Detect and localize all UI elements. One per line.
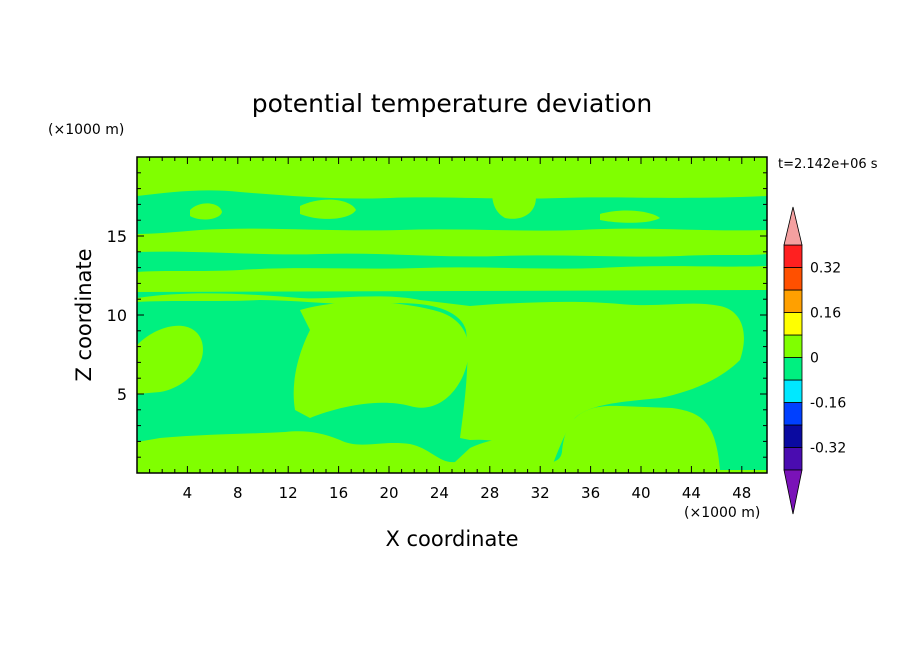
colorbar-segment	[783, 424, 803, 448]
colorbar-segment	[783, 447, 803, 471]
x-tick-label: 4	[183, 484, 193, 502]
colorbar-label: 0	[810, 351, 819, 367]
positive-pocket-4	[600, 210, 660, 223]
colorbar-label: 0.32	[810, 261, 841, 277]
positive-blob-center	[293, 301, 469, 418]
x-unit-label: (×1000 m)	[684, 505, 760, 521]
positive-regions	[137, 166, 767, 470]
colorbar-over-triangle	[783, 206, 803, 246]
x-tick-label: 20	[379, 484, 398, 502]
colorbar-label: -0.16	[810, 396, 846, 412]
positive-blob-left	[137, 325, 203, 394]
colorbar-segment	[783, 244, 803, 268]
time-label: t=2.142e+06 s	[778, 157, 878, 172]
colorbar-label: 0.16	[810, 306, 841, 322]
y-tick-label: 15	[107, 227, 127, 246]
positive-band-thin-1	[137, 234, 767, 242]
y-axis-ticks: 5 10 15	[107, 172, 767, 458]
y-tick-label: 10	[107, 306, 127, 325]
x-tick-label: 16	[329, 484, 348, 502]
negative-region-upper	[137, 190, 767, 234]
x-tick-label: 40	[631, 484, 650, 502]
colorbar-segment	[783, 312, 803, 336]
colorbar-segment	[783, 289, 803, 313]
x-tick-label: 48	[732, 484, 751, 502]
colorbar-segment	[783, 379, 803, 403]
x-tick-label: 36	[581, 484, 600, 502]
y-axis-label: Z coordinate	[72, 248, 96, 381]
x-axis-ticks: 4 8 12 16 20 24 28 32 36 40 44 48	[149, 157, 755, 502]
chart-title: potential temperature deviation	[252, 89, 652, 118]
positive-pocket-3	[492, 166, 536, 219]
colorbar-segment	[783, 267, 803, 291]
colorbar: 0.32 0.16 0 -0.16 -0.32	[783, 206, 846, 515]
colorbar-segment	[783, 334, 803, 358]
colorbar-under-triangle	[783, 469, 803, 515]
positive-region-main	[137, 293, 744, 470]
y-tick-label: 5	[117, 385, 127, 404]
colorbar-label: -0.32	[810, 441, 846, 457]
x-axis-label: X coordinate	[385, 527, 518, 551]
positive-pocket-2	[300, 199, 356, 219]
x-tick-label: 24	[430, 484, 449, 502]
positive-band-thin-2	[137, 243, 767, 249]
y-unit-label: (×1000 m)	[48, 122, 124, 138]
positive-band-thin-3	[137, 277, 767, 291]
x-tick-label: 8	[233, 484, 243, 502]
negative-band-mid	[137, 251, 767, 272]
x-tick-label: 44	[682, 484, 701, 502]
colorbar-segment	[783, 402, 803, 426]
x-tick-label: 12	[279, 484, 298, 502]
x-tick-label: 28	[480, 484, 499, 502]
colorbar-segment	[783, 357, 803, 381]
x-tick-label: 32	[531, 484, 550, 502]
positive-pocket-1	[190, 203, 222, 220]
